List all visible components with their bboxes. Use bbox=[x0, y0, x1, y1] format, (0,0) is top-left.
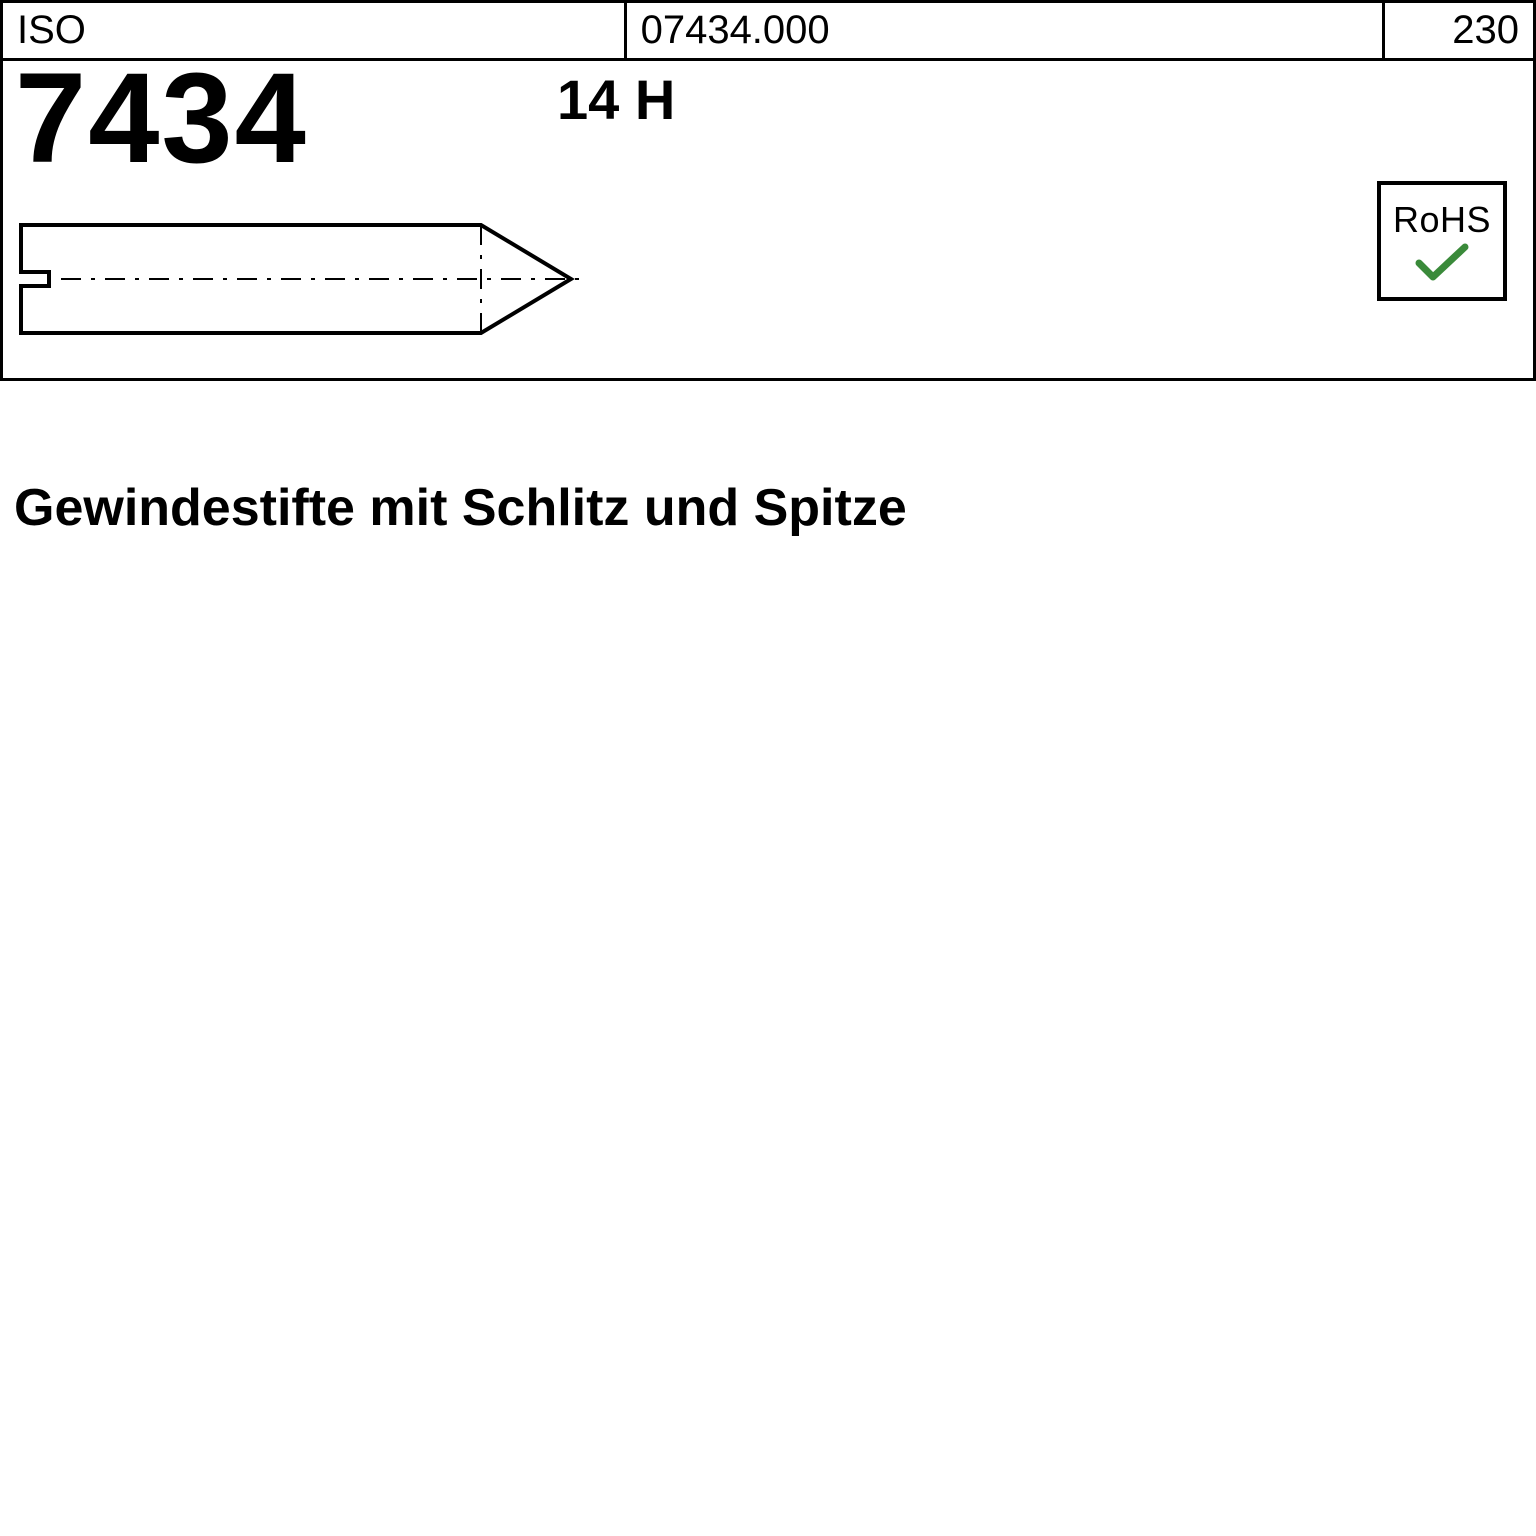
main-panel: 7434 14 H RoHS bbox=[0, 61, 1536, 381]
article-code-cell: 07434.000 bbox=[625, 2, 1384, 60]
page-code-cell: 230 bbox=[1384, 2, 1535, 60]
set-screw-diagram bbox=[17, 209, 637, 349]
check-icon bbox=[1415, 243, 1469, 283]
product-description: Gewindestifte mit Schlitz und Spitze bbox=[14, 478, 907, 538]
standard-number: 7434 bbox=[15, 55, 308, 183]
rohs-badge: RoHS bbox=[1377, 181, 1507, 301]
rohs-label: RoHS bbox=[1393, 199, 1491, 241]
hardness-grade: 14 H bbox=[557, 67, 675, 132]
datasheet: ISO 07434.000 230 7434 14 H RoHS Gew bbox=[0, 0, 1536, 381]
